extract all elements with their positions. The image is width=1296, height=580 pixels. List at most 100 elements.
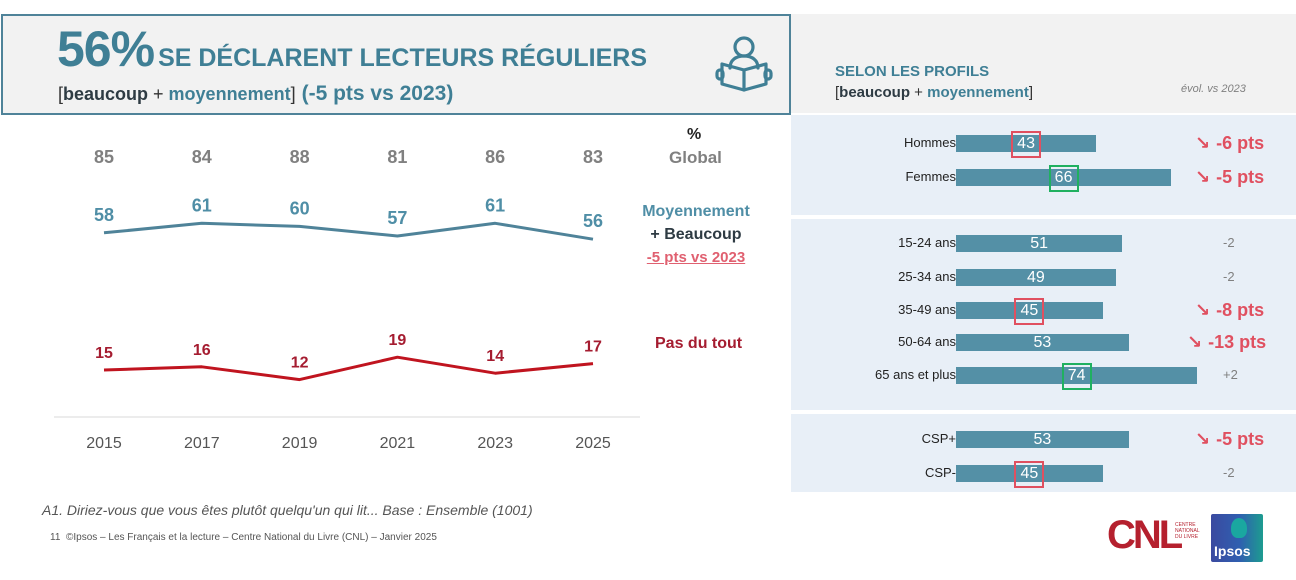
pas-data-label: 15 [95, 345, 113, 362]
x-tick-label: 2025 [575, 435, 611, 452]
profile-bar [956, 334, 1129, 351]
word-beaucoup: beaucoup [839, 84, 911, 101]
profile-evolution-value: -5 pts [1216, 167, 1265, 187]
profile-evolution-value: -13 pts [1208, 332, 1267, 352]
global-value-label: 85 [94, 147, 114, 167]
x-tick-label: 2017 [184, 435, 220, 452]
down-right-arrow-icon: ↘ [1187, 332, 1203, 352]
legend-moy-delta: -5 pts vs 2023 [646, 249, 746, 266]
highlight-box-green [1048, 165, 1079, 192]
page-number: 11 [50, 532, 61, 543]
legend-global: Global [669, 148, 722, 167]
profile-evolution-value: -2 [1223, 269, 1235, 284]
profile-evolution-value: -2 [1223, 235, 1235, 250]
series-line-pas-du-tout [103, 355, 594, 382]
plus-sign: + [910, 84, 928, 101]
x-tick-label: 2023 [477, 435, 513, 452]
profiles-header: SELON LES PROFILS [beaucoup + moyennemen… [791, 14, 1296, 113]
global-value-label: 84 [192, 147, 212, 167]
reader-book-icon [715, 36, 773, 92]
moy-data-label: 60 [290, 198, 310, 218]
profile-group-age: 15-24 ans 51 -2 25-34 ans 49 -2 35-49 ans 45 ↘ -8… [791, 219, 1296, 410]
profile-evolution: -2 [1223, 267, 1235, 287]
legend-moy-line2: + Beaucoup [650, 226, 742, 243]
headline: 56% SE DÉCLARENT LECTEURS RÉGULIERS [57, 20, 647, 78]
profile-row-label: 35-49 ans [898, 302, 956, 317]
headline-subtitle: [beaucoup + moyennement] (-5 pts vs 2023) [58, 83, 453, 105]
moy-data-label: 56 [583, 211, 603, 231]
copyright-text: ©Ipsos – Les Français et la lecture – Ce… [66, 532, 437, 543]
profile-evolution: -2 [1223, 463, 1235, 483]
highlight-box-green [1061, 363, 1092, 390]
line-chart-svg: 2015 2017 2019 2021 2023 2025 85 84 88 81 86 83 58 61… [54, 147, 640, 452]
x-tick-label: 2015 [86, 435, 122, 452]
profile-bar [956, 302, 1103, 319]
pas-data-label: 17 [584, 339, 602, 356]
profiles-title: SELON LES PROFILS [835, 63, 990, 80]
legend-moy-line1: Moyennement [642, 203, 750, 220]
highlight-box-red [1014, 298, 1045, 325]
series-line-moyennement-beaucoup [103, 221, 594, 241]
moy-data-label: 58 [94, 205, 114, 225]
global-value-label: 83 [583, 147, 603, 167]
profile-bar-value: 45 [1020, 302, 1039, 319]
legend-percent: % [687, 126, 702, 143]
bracket-open: [ [835, 84, 840, 101]
ipsos-logo: Ipsos [1211, 514, 1263, 562]
profile-row-label: 25-34 ans [898, 269, 956, 284]
profile-row-label: 50-64 ans [898, 334, 956, 349]
profile-bar-value: 43 [1017, 135, 1035, 152]
question-text: A1. Diriez-vous que vous êtes plutôt que… [42, 502, 533, 518]
pas-data-label: 19 [389, 332, 407, 349]
word-moyennement: moyennement [927, 84, 1029, 101]
evolution-header: évol. vs 2023 [1181, 83, 1246, 95]
highlight-box-red [1014, 461, 1045, 488]
legend-pas-du-tout: Pas du tout [655, 335, 743, 352]
profile-evolution-value: -2 [1223, 465, 1235, 480]
profile-row: CSP- 45 -2 [791, 461, 1296, 488]
bracket-open: [ [58, 84, 64, 104]
profile-bar-value: 53 [1033, 334, 1052, 351]
profile-row-label: Hommes [903, 135, 956, 150]
profile-evolution: ↘ -6 pts [1195, 133, 1264, 153]
pas-data-label: 16 [193, 342, 211, 359]
profile-row: 15-24 ans 51 -2 [791, 233, 1296, 253]
down-right-arrow-icon: ↘ [1195, 133, 1211, 153]
profile-bar [956, 135, 1097, 152]
highlight-box-red [1011, 131, 1042, 158]
profile-row: Femmes 66 ↘ -5 pts [791, 165, 1296, 192]
global-value-label: 86 [485, 147, 505, 167]
cnl-logo-subtext: CENTRE NATIONAL DU LIVRE [1175, 522, 1200, 540]
profile-bar [956, 367, 1198, 384]
profile-evolution-value: +2 [1223, 367, 1238, 382]
profile-evolution-value: -6 pts [1216, 133, 1265, 153]
profile-bar [956, 269, 1116, 286]
headline-evolution: (-5 pts vs 2023) [301, 82, 454, 105]
profile-row-label: Femmes [905, 169, 956, 184]
profile-row: 50-64 ans 53 ↘ -13 pts [791, 332, 1296, 352]
profile-evolution: ↘ -8 pts [1195, 300, 1264, 320]
profile-row-label: CSP- [924, 465, 956, 480]
profile-row: Hommes 43 ↘ -6 pts [791, 131, 1296, 158]
pas-data-label: 14 [486, 348, 504, 365]
word-moyennement: moyennement [168, 84, 291, 104]
profile-evolution: -2 [1223, 233, 1235, 253]
profile-bar [956, 431, 1129, 448]
profile-row: CSP+ 53 ↘ -5 pts [791, 429, 1296, 449]
profile-row: 65 ans et plus 74 +2 [791, 363, 1296, 390]
profile-evolution: ↘ -5 pts [1195, 167, 1264, 187]
profile-evolution-value: -8 pts [1216, 300, 1265, 320]
profile-row-label: 65 ans et plus [875, 367, 956, 382]
bracket-close: ] [1028, 84, 1033, 101]
profile-group-sexe: Hommes 43 ↘ -6 pts Femmes 66 ↘ -5 pts [791, 115, 1296, 215]
profile-bar-value: 49 [1026, 269, 1045, 286]
x-tick-label: 2019 [282, 435, 318, 452]
headline-box: 56% SE DÉCLARENT LECTEURS RÉGULIERS [beau… [1, 14, 791, 115]
profile-bar [956, 169, 1172, 186]
profile-bar-value: 74 [1067, 367, 1086, 384]
ipsos-logo-text: Ipsos [1214, 543, 1251, 559]
profile-row-label: CSP+ [921, 431, 956, 446]
down-right-arrow-icon: ↘ [1195, 167, 1211, 187]
cnl-logo-text: CNL [1107, 513, 1183, 557]
word-beaucoup: beaucoup [63, 84, 149, 104]
